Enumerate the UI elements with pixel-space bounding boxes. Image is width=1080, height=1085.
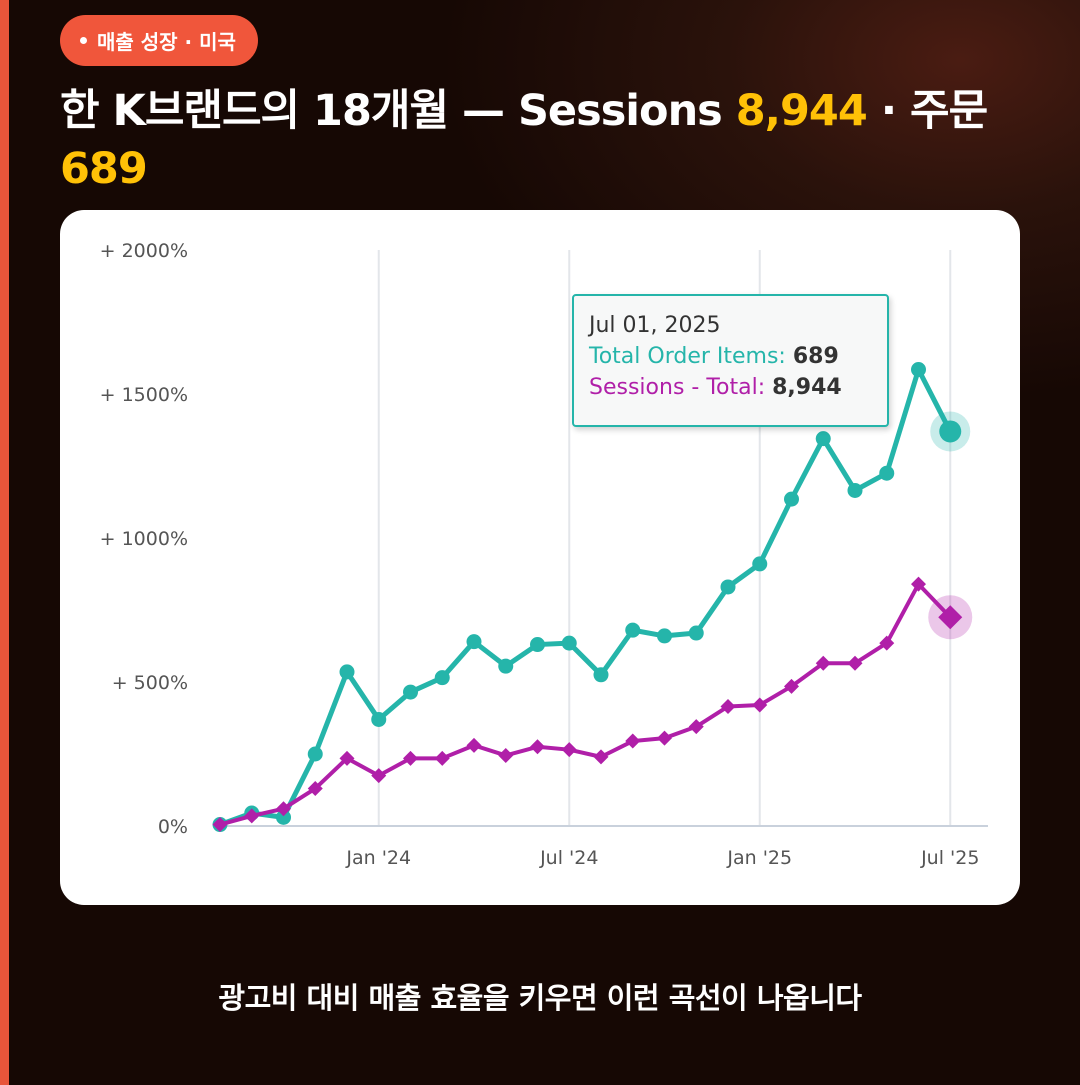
- sessions-data-point: [307, 781, 323, 797]
- y-tick-label: + 1500%: [100, 384, 188, 406]
- orders-data-point: [561, 635, 577, 651]
- tooltip-orders-label: Total Order Items:: [589, 344, 793, 369]
- badge-label: 매출 성장 · 미국: [97, 30, 236, 54]
- sessions-data-point: [847, 655, 863, 671]
- badge-dot-icon: [80, 37, 87, 44]
- orders-data-point: [752, 556, 768, 572]
- tooltip-sessions-value: 8,944: [772, 375, 842, 400]
- orders-data-point: [530, 637, 545, 653]
- tooltip-sessions-row: Sessions - Total: 8,944: [589, 372, 887, 403]
- orders-data-point: [879, 465, 895, 481]
- orders-data-point: [466, 634, 482, 650]
- y-tick-label: 0%: [158, 816, 188, 838]
- orders-data-point: [939, 420, 962, 443]
- orders-data-point: [911, 362, 926, 378]
- sessions-data-point: [244, 808, 260, 824]
- y-tick-label: + 1000%: [100, 528, 188, 550]
- orders-data-point: [307, 746, 323, 762]
- sessions-series-line: [218, 582, 953, 827]
- title-sessions-value: 8,944: [735, 86, 868, 136]
- title-middle: · 주문: [866, 86, 988, 136]
- page-title: 한 K브랜드의 18개월 — Sessions 8,944 · 주문 689: [60, 82, 1020, 198]
- sessions-data-point: [938, 605, 963, 630]
- orders-data-point: [276, 809, 291, 825]
- y-tick-label: + 500%: [112, 672, 188, 694]
- x-tick-label: Jul '24: [539, 847, 598, 869]
- sessions-data-point: [498, 747, 514, 763]
- sessions-data-point: [434, 750, 450, 766]
- category-badge: 매출 성장 · 미국: [60, 15, 258, 66]
- orders-data-point: [784, 491, 799, 507]
- chart-card: Jan '24 Jul '24 Jan '25 Jul '25 0% + 500% + 10…: [60, 210, 1020, 905]
- tooltip-sessions-label: Sessions - Total:: [589, 375, 773, 400]
- chart-tooltip: Jul 01, 2025 Total Order Items: 689 Sess…: [572, 294, 889, 427]
- orders-data-point: [847, 482, 863, 498]
- orders-data-point: [498, 658, 514, 674]
- orders-data-point: [720, 579, 736, 595]
- y-tick-label: + 2000%: [100, 240, 188, 262]
- tooltip-orders-value: 689: [792, 344, 839, 369]
- orders-data-point: [403, 684, 418, 700]
- sessions-data-point: [212, 817, 228, 833]
- orders-data-point: [688, 625, 704, 641]
- title-prefix: 한 K브랜드의 18개월 — Sessions: [60, 86, 736, 136]
- sessions-data-point: [911, 576, 926, 592]
- sessions-data-point: [593, 749, 609, 765]
- orders-data-point: [339, 664, 355, 680]
- sessions-data-point: [657, 730, 672, 746]
- sessions-data-point: [371, 768, 387, 784]
- sessions-data-point: [530, 739, 545, 755]
- footer-caption: 광고비 대비 매출 효율을 키우면 이런 곡선이 나옵니다: [218, 981, 862, 1015]
- sessions-data-point: [403, 750, 418, 766]
- title-orders-value: 689: [60, 144, 148, 194]
- orders-data-point: [625, 622, 641, 638]
- sessions-data-point: [625, 733, 641, 749]
- accent-bar: [0, 0, 9, 1085]
- sessions-data-point: [720, 698, 736, 714]
- sessions-data-point: [688, 719, 704, 735]
- orders-data-point: [593, 667, 609, 683]
- orders-data-point: [371, 711, 387, 727]
- x-tick-label: Jan '25: [726, 847, 792, 869]
- tooltip-date: Jul 01, 2025: [589, 313, 721, 338]
- sessions-data-point: [815, 655, 831, 671]
- sessions-data-point: [561, 742, 577, 758]
- sessions-data-point: [752, 697, 768, 713]
- orders-series-line: [217, 367, 953, 828]
- tooltip-orders-row: Total Order Items: 689: [589, 341, 887, 372]
- orders-data-point: [815, 431, 831, 447]
- sessions-data-point: [784, 678, 799, 694]
- sessions-data-point: [466, 737, 482, 753]
- line-chart[interactable]: Jan '24 Jul '24 Jan '25 Jul '25 0% + 500% + 10…: [60, 210, 1020, 905]
- sessions-data-point: [339, 750, 355, 766]
- x-tick-label: Jul '25: [920, 847, 979, 869]
- x-tick-label: Jan '24: [345, 847, 411, 869]
- orders-data-point: [657, 628, 672, 644]
- sessions-data-point: [879, 635, 895, 651]
- orders-data-point: [434, 670, 450, 686]
- sessions-data-point: [276, 801, 291, 817]
